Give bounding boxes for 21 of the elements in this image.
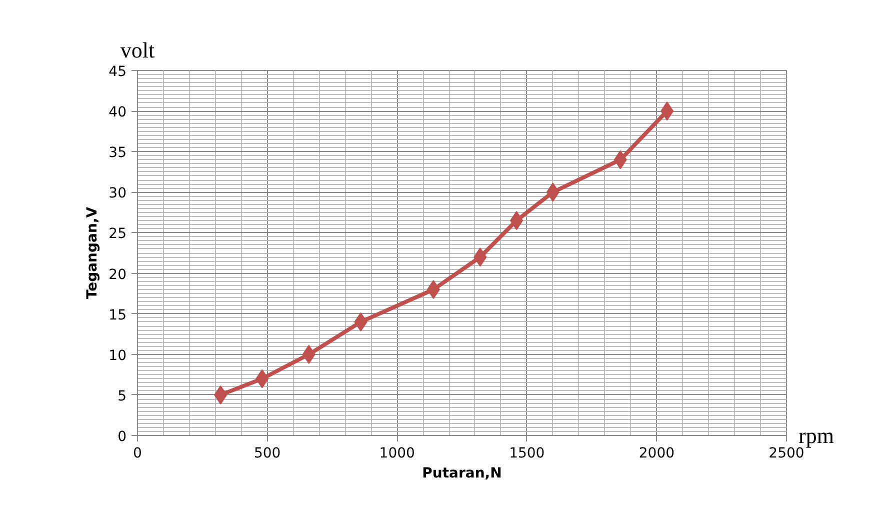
point [426,280,440,299]
text: volt [120,38,155,62]
y-tick-label: 45 [108,64,127,80]
text: rpm [798,423,834,448]
x-tick-label: 0 [133,446,142,462]
y-tick-label: 15 [108,307,127,324]
y-tick-label: 40 [108,104,127,121]
y-tick-label: 0 [118,429,127,445]
y-tick-label: 5 [118,388,127,404]
y-tick-label: 25 [108,226,127,242]
x-tick-label: 1500 [509,446,545,462]
y-tick-label: 10 [108,348,127,364]
y-axis-title: Tegangan,V [84,206,101,300]
x-axis-title: Putaran,N [422,466,502,482]
x-tick-label: 500 [254,446,281,462]
y-tick-label: 35 [108,145,127,162]
x-tick-label: 2000 [638,446,675,462]
x-tick-label: 2500 [768,446,804,462]
y-tick-label: 20 [108,266,127,283]
y-tick-label: 30 [108,186,127,202]
x-tick-label: 1000 [379,446,415,462]
